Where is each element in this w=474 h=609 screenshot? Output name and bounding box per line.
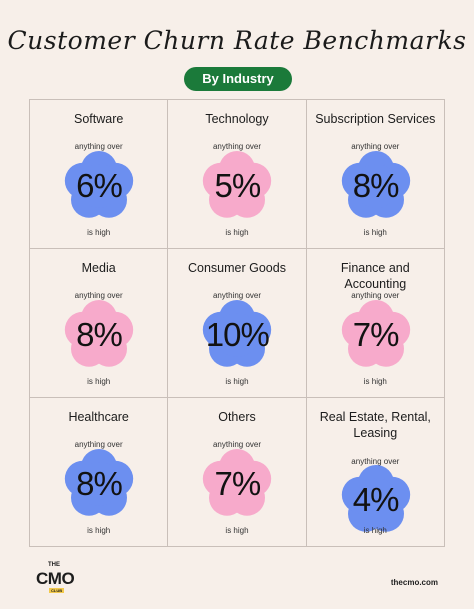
logo-club-text: CLUB bbox=[49, 588, 65, 593]
churn-rate-value: 8% bbox=[76, 465, 123, 502]
high-caption: is high bbox=[225, 377, 249, 386]
threshold-caption: anything over bbox=[212, 142, 261, 151]
flower-shape-icon bbox=[203, 449, 272, 516]
high-caption: is high bbox=[363, 526, 387, 535]
category-label: Subscription Services bbox=[315, 112, 436, 126]
high-caption: is high bbox=[363, 228, 387, 237]
flower-badge bbox=[63, 299, 135, 371]
high-caption: is high bbox=[87, 377, 111, 386]
threshold-caption: anything over bbox=[74, 440, 123, 449]
flower-shape-icon bbox=[203, 300, 272, 367]
benchmark-grid: Software anything over 6% is high Techno… bbox=[29, 99, 445, 547]
threshold-caption: anything over bbox=[212, 291, 261, 300]
category-label: Finance and Accounting bbox=[340, 261, 410, 291]
high-caption: is high bbox=[225, 526, 249, 535]
flower-shape-icon bbox=[341, 300, 410, 367]
churn-rate-value: 7% bbox=[352, 316, 400, 353]
benchmark-card-finance-and-accounting: Finance and Accounting anything over 7% … bbox=[306, 249, 445, 398]
churn-rate-value: 6% bbox=[76, 167, 123, 204]
benchmark-card-technology: Technology anything over 5% is high bbox=[168, 100, 307, 249]
flower-badge bbox=[201, 150, 273, 222]
category-label: Software bbox=[73, 112, 124, 126]
churn-rate-value: 7% bbox=[214, 465, 261, 502]
flower-shape-icon bbox=[64, 449, 134, 516]
flower-badge bbox=[340, 464, 412, 536]
flower-shape-icon bbox=[341, 465, 410, 532]
flower-badge bbox=[63, 150, 135, 222]
flower-badge bbox=[201, 448, 273, 520]
churn-rate-value: 10% bbox=[205, 316, 270, 353]
benchmark-card-real-estate: Real Estate, Rental, Leasing anything ov… bbox=[306, 398, 445, 547]
churn-rate-value: 4% bbox=[352, 481, 400, 518]
category-label: Technology bbox=[205, 112, 269, 126]
benchmark-card-consumer-goods: Consumer Goods anything over 10% is high bbox=[168, 249, 307, 398]
site-url: thecmo.com bbox=[390, 578, 438, 587]
flower-badge bbox=[201, 299, 273, 371]
logo-cmo-text: CMO bbox=[36, 569, 75, 588]
high-caption: is high bbox=[87, 228, 111, 237]
threshold-caption: anything over bbox=[74, 142, 123, 151]
flower-badge bbox=[340, 299, 412, 371]
threshold-caption: anything over bbox=[74, 291, 123, 300]
benchmark-card-subscription-services: Subscription Services anything over 8% i… bbox=[306, 100, 445, 249]
cmo-club-logo: THE CMO CLUB bbox=[36, 562, 82, 598]
churn-rate-value: 8% bbox=[352, 167, 400, 204]
flower-badge bbox=[63, 448, 135, 520]
logo-the-text: THE bbox=[48, 562, 60, 568]
benchmark-card-others: Others anything over 7% is high bbox=[168, 398, 307, 547]
benchmark-card-healthcare: Healthcare anything over 8% is high bbox=[30, 398, 169, 547]
threshold-caption: anything over bbox=[351, 457, 400, 466]
threshold-caption: anything over bbox=[351, 291, 400, 300]
page-title: Customer Churn Rate Benchmarks bbox=[7, 26, 467, 55]
category-label: Healthcare bbox=[68, 410, 129, 424]
threshold-caption: anything over bbox=[351, 142, 400, 151]
category-label: Consumer Goods bbox=[188, 261, 286, 275]
churn-rate-value: 8% bbox=[76, 316, 123, 353]
flower-shape-icon bbox=[64, 151, 134, 218]
flower-shape-icon bbox=[341, 151, 410, 218]
churn-rate-value: 5% bbox=[214, 167, 261, 204]
high-caption: is high bbox=[363, 377, 387, 386]
high-caption: is high bbox=[225, 228, 249, 237]
flower-shape-icon bbox=[203, 151, 272, 218]
flower-badge bbox=[340, 150, 412, 222]
benchmark-card-media: Media anything over 8% is high bbox=[30, 249, 169, 398]
category-label: Media bbox=[81, 261, 116, 275]
threshold-caption: anything over bbox=[212, 440, 261, 449]
benchmark-card-software: Software anything over 6% is high bbox=[30, 100, 169, 249]
category-label: Real Estate, Rental, Leasing bbox=[319, 410, 431, 440]
flower-shape-icon bbox=[64, 300, 134, 367]
category-label: Others bbox=[218, 410, 256, 424]
industry-badge: By Industry bbox=[184, 67, 292, 91]
high-caption: is high bbox=[87, 526, 111, 535]
